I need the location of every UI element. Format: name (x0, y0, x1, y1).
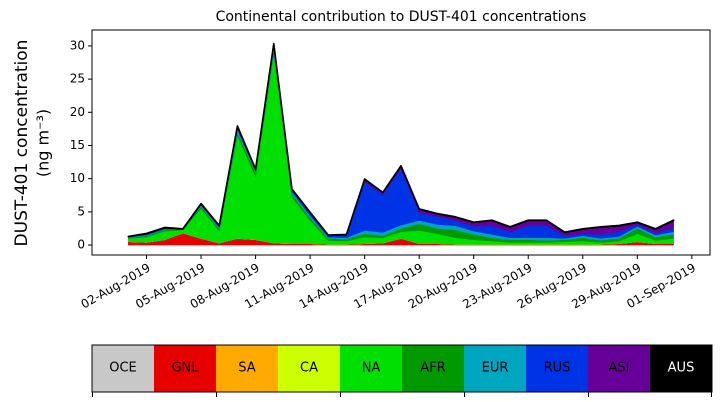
y-axis-label: DUST-401 concentration (12, 40, 32, 247)
legend-swatch (340, 345, 402, 392)
legend-label: SA (238, 361, 255, 376)
legend-label: AUS (668, 361, 695, 376)
legend-swatch (526, 345, 588, 392)
legend-swatch (278, 345, 340, 392)
plot-area (127, 42, 675, 246)
y-tick-label: 10 (70, 171, 85, 185)
legend-swatch (402, 345, 464, 392)
y-tick-label: 15 (70, 138, 85, 152)
area (128, 45, 674, 239)
y-tick-label: 0 (77, 238, 85, 252)
y-tick-label: 5 (77, 204, 85, 218)
chart-title: Continental contribution to DUST-401 con… (216, 9, 587, 25)
legend: OCE GNL SA CA NA AFR EUR RUS ASI AUS (91, 344, 713, 393)
y-tick-label: 20 (70, 105, 85, 119)
plot-frame (91, 29, 711, 256)
legend-frame (91, 344, 713, 393)
legend-label: OCE (109, 361, 137, 376)
legend-swatch (216, 345, 278, 392)
legend-swatch (650, 345, 712, 392)
legend-swatch (154, 345, 216, 392)
legend-swatch (92, 345, 154, 392)
legend-label: RUS (544, 361, 571, 376)
legend-label: GNL (171, 361, 199, 376)
legend-label: NA (362, 361, 381, 376)
y-tick-label: 25 (70, 72, 85, 86)
legend-label: EUR (482, 361, 509, 376)
legend-label: AFR (420, 361, 445, 376)
legend-ticks (92, 392, 712, 397)
y-tick-label: 30 (70, 38, 85, 52)
legend-label: ASI (609, 361, 630, 376)
area (127, 42, 675, 238)
legend-label: CA (300, 361, 318, 376)
legend-swatch (464, 345, 526, 392)
legend-swatch (588, 345, 650, 392)
y-axis-label: (ng m⁻³) (34, 109, 53, 177)
